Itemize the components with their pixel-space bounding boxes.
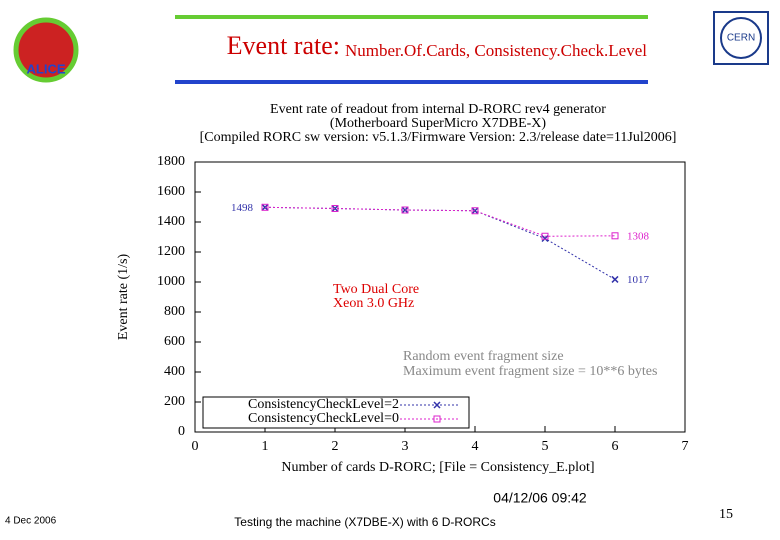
y-tick-label: 200 — [164, 394, 185, 409]
y-tick-label: 1600 — [157, 184, 185, 199]
data-point — [541, 234, 549, 243]
data-point — [331, 204, 339, 213]
legend-label: ConsistencyCheckLevel=2 — [248, 397, 399, 412]
data-point — [471, 207, 479, 215]
data-point — [471, 207, 479, 215]
plot-frame — [194, 161, 686, 433]
annotation: Two Dual Core — [333, 282, 419, 297]
timestamp: 04/12/06 09:42 — [493, 490, 587, 506]
y-tick-label: 1200 — [157, 244, 185, 259]
series-line — [264, 206, 616, 237]
data-label: 1498 — [231, 202, 254, 214]
logo-text: CERN — [727, 33, 755, 44]
y-tick-label: 800 — [164, 304, 185, 319]
y-tick-label: 1400 — [157, 214, 185, 229]
y-tick-label: 400 — [164, 364, 185, 379]
legend-marker — [433, 401, 441, 409]
y-tick-label: 0 — [178, 424, 185, 439]
legend-marker — [433, 415, 441, 423]
chart: Event rate of readout from internal D-RO… — [116, 102, 688, 505]
logo-text: ALICE — [27, 61, 66, 76]
annotation: Xeon 3.0 GHz — [333, 296, 414, 311]
footer-text: Testing the machine (X7DBE-X) with 6 D-R… — [234, 515, 495, 529]
cern-logo: CERN — [713, 11, 769, 65]
data-point — [261, 203, 269, 211]
chart-title: [Compiled RORC sw version: v5.1.3/Firmwa… — [200, 130, 677, 145]
x-tick-label: 6 — [612, 439, 619, 454]
x-tick-label: 2 — [332, 439, 339, 454]
annotation: Random event fragment size — [403, 349, 564, 364]
slide-subtitle: Number.Of.Cards, Consistency.Check.Level — [345, 41, 647, 60]
legend-box — [202, 396, 470, 429]
data-point — [611, 232, 619, 240]
slide-title: Event rate: — [227, 31, 340, 60]
x-tick-label: 4 — [472, 439, 479, 454]
x-tick-label: 5 — [542, 439, 549, 454]
x-tick-label: 3 — [402, 439, 409, 454]
x-axis-label: Number of cards D-RORC; [File = Consiste… — [281, 460, 594, 475]
legend-label: ConsistencyCheckLevel=0 — [248, 411, 399, 426]
y-axis-label: Event rate (1/s) — [116, 254, 131, 341]
x-tick-label: 7 — [682, 439, 689, 454]
footer-date: 4 Dec 2006 — [5, 516, 57, 527]
y-tick-label: 1800 — [157, 154, 185, 169]
data-point — [541, 232, 549, 240]
x-tick-label: 0 — [192, 439, 199, 454]
data-point — [331, 205, 339, 212]
data-label: 1017 — [627, 274, 650, 286]
x-tick-label: 1 — [262, 439, 269, 454]
page-number: 15 — [719, 507, 733, 522]
data-point — [401, 206, 409, 214]
chart-title: Event rate of readout from internal D-RO… — [270, 102, 606, 117]
annotation: Maximum event fragment size = 10**6 byte… — [403, 364, 657, 379]
chart-title: (Motherboard SuperMicro X7DBE-X) — [330, 116, 547, 131]
y-tick-label: 1000 — [157, 274, 185, 289]
alice-logo: ALICE — [13, 17, 79, 83]
data-label: 1308 — [627, 230, 650, 242]
y-tick-label: 600 — [164, 334, 185, 349]
series-line — [264, 206, 616, 280]
data-point — [611, 275, 619, 283]
